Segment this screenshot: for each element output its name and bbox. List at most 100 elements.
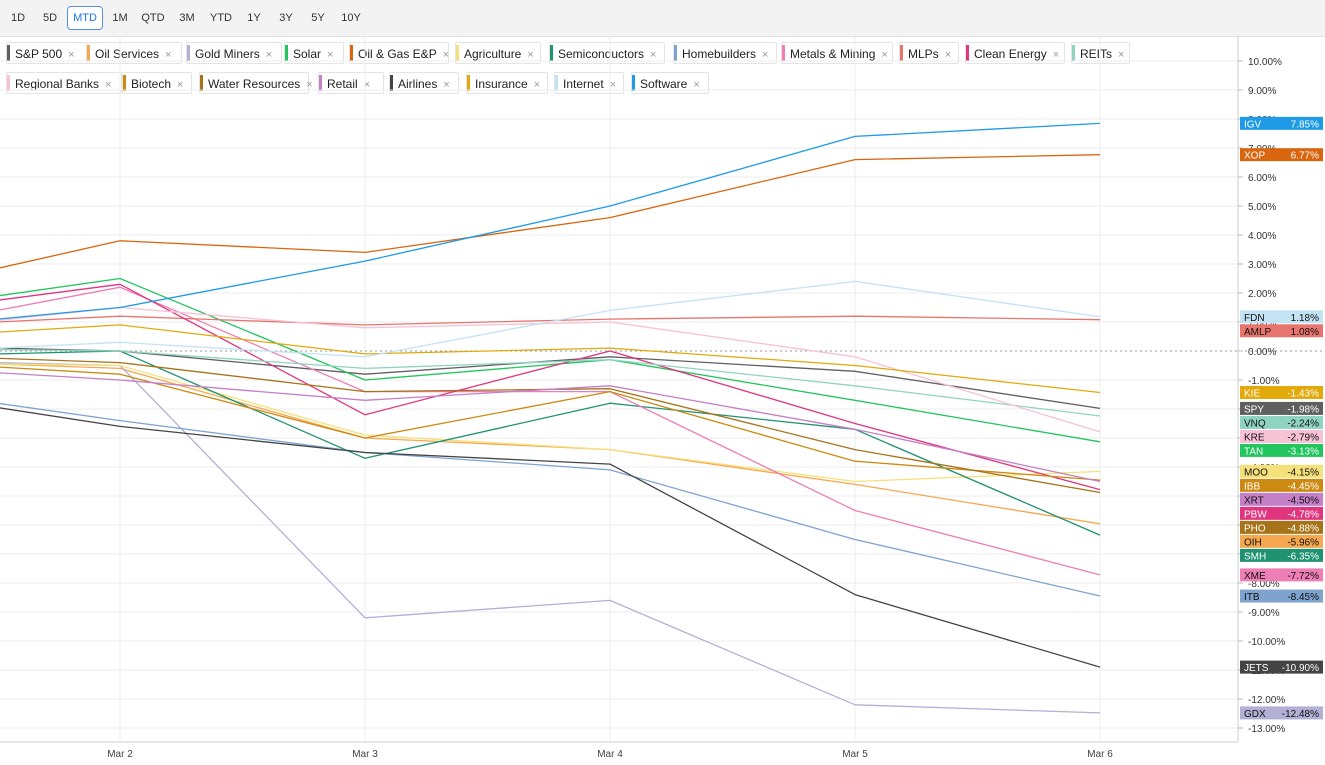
tag-value: 1.08% bbox=[1291, 327, 1319, 338]
gridlines bbox=[0, 36, 1238, 742]
legend-chip-gdx[interactable]: Gold Miners × bbox=[186, 42, 282, 64]
legend-chip-label: Oil Services bbox=[95, 47, 160, 61]
legend-chip-label: Solar bbox=[293, 47, 322, 61]
remove-series-icon[interactable]: × bbox=[527, 49, 534, 61]
legend-chip-tan[interactable]: Solar × bbox=[284, 42, 344, 64]
last-value-tag-igv: IGV 7.85% bbox=[1240, 116, 1323, 130]
range-button-5y[interactable]: 5Y bbox=[311, 12, 325, 24]
series-line-amlp[interactable] bbox=[0, 315, 1101, 328]
legend-chip-xme[interactable]: Metals & Mining × bbox=[781, 42, 893, 64]
series-line-kie[interactable] bbox=[0, 324, 1101, 394]
legend-color-swatch bbox=[7, 45, 10, 61]
legend-chip-itb[interactable]: Homebuilders × bbox=[673, 42, 777, 64]
legend-color-swatch bbox=[674, 45, 677, 61]
tag-ticker: ITB bbox=[1244, 592, 1260, 603]
last-value-tag-vnq: VNQ -2.24% bbox=[1240, 415, 1323, 429]
remove-series-icon[interactable]: × bbox=[1052, 49, 1060, 61]
range-button-10y[interactable]: 10Y bbox=[341, 12, 361, 24]
last-value-tag-pbw: PBW -4.78% bbox=[1240, 506, 1323, 520]
remove-series-icon[interactable]: × bbox=[68, 49, 75, 61]
remove-series-icon[interactable]: × bbox=[327, 49, 334, 61]
legend-chip-xrt[interactable]: Retail × bbox=[318, 72, 384, 94]
tag-background bbox=[1240, 478, 1323, 492]
legend-chip-kre[interactable]: Regional Banks × bbox=[6, 72, 122, 94]
legend-chip-igv[interactable]: Software × bbox=[631, 72, 709, 94]
remove-series-icon[interactable]: × bbox=[650, 49, 657, 61]
series-line-oih[interactable] bbox=[0, 360, 1101, 525]
series-line-gdx[interactable] bbox=[0, 360, 1101, 714]
remove-series-icon[interactable]: × bbox=[265, 49, 273, 61]
range-button-3y[interactable]: 3Y bbox=[279, 12, 293, 24]
remove-series-icon[interactable]: × bbox=[881, 49, 888, 61]
legend-chip-jets[interactable]: Airlines × bbox=[389, 72, 459, 94]
legend-chip-label: Airlines bbox=[398, 77, 438, 91]
y-tick-label: 4.00% bbox=[1248, 231, 1276, 242]
last-value-tag-amlp: AMLP 1.08% bbox=[1240, 324, 1323, 338]
range-button-qtd[interactable]: QTD bbox=[141, 12, 165, 24]
remove-series-icon[interactable]: × bbox=[944, 49, 952, 61]
legend-chip-oih[interactable]: Oil Services × bbox=[86, 42, 182, 64]
remove-series-icon[interactable]: × bbox=[442, 49, 450, 61]
legend-chip-spy[interactable]: S&P 500 × bbox=[6, 42, 90, 64]
range-button-1y[interactable]: 1Y bbox=[247, 12, 261, 24]
tag-ticker: FDN bbox=[1244, 313, 1265, 324]
tag-background bbox=[1240, 506, 1323, 520]
series-line-itb[interactable] bbox=[0, 386, 1101, 597]
remove-series-icon[interactable]: × bbox=[1118, 49, 1125, 61]
remove-series-icon[interactable]: × bbox=[533, 79, 541, 91]
remove-series-icon[interactable]: × bbox=[609, 79, 617, 91]
last-value-tag-moo: MOO -4.15% bbox=[1240, 464, 1323, 478]
series-line-xrt[interactable] bbox=[0, 366, 1101, 483]
series-line-pbw[interactable] bbox=[0, 283, 1101, 491]
legend-chip-amlp[interactable]: MLPs × bbox=[899, 42, 959, 64]
series-line-ibb[interactable] bbox=[0, 360, 1101, 481]
timeframe-toolbar: 1D 5D MTD 1M QTD 3M YTD 1Y 3Y 5Y 10Y bbox=[0, 0, 1325, 37]
remove-series-icon[interactable]: × bbox=[693, 79, 700, 91]
remove-series-icon[interactable]: × bbox=[762, 49, 769, 61]
series-line-vnq[interactable] bbox=[0, 348, 1101, 417]
series-line-xme[interactable] bbox=[0, 286, 1101, 576]
y-tick-label: 0.00% bbox=[1248, 347, 1276, 358]
series-line-pho[interactable] bbox=[0, 354, 1101, 494]
series-line-moo[interactable] bbox=[0, 363, 1101, 483]
series-line-tan[interactable] bbox=[0, 277, 1101, 443]
tag-ticker: GDX bbox=[1244, 709, 1266, 720]
x-tick-label: Mar 3 bbox=[352, 749, 378, 760]
legend-color-swatch bbox=[782, 45, 785, 61]
remove-series-icon[interactable]: × bbox=[363, 79, 371, 91]
y-tick-label: -8.00% bbox=[1248, 579, 1280, 590]
range-button-3m[interactable]: 3M bbox=[179, 12, 195, 24]
legend-chip-label: Clean Energy bbox=[974, 47, 1047, 61]
range-button-ytd[interactable]: YTD bbox=[210, 12, 232, 24]
legend-chip-kie[interactable]: Insurance × bbox=[466, 72, 548, 94]
legend-chip-ibb[interactable]: Biotech × bbox=[122, 72, 192, 94]
range-button-mtd[interactable]: MTD bbox=[67, 6, 103, 30]
range-button-1d[interactable]: 1D bbox=[10, 12, 26, 24]
remove-series-icon[interactable]: × bbox=[306, 79, 313, 91]
legend-chip-pbw[interactable]: Clean Energy × bbox=[965, 42, 1065, 64]
series-line-xop[interactable] bbox=[0, 154, 1101, 296]
series-line-jets[interactable] bbox=[0, 389, 1101, 668]
tag-ticker: XRT bbox=[1244, 495, 1264, 506]
legend-chip-pho[interactable]: Water Resources × bbox=[199, 72, 313, 94]
remove-series-icon[interactable]: × bbox=[105, 79, 112, 91]
legend-chip-xop[interactable]: Oil & Gas E&P × bbox=[349, 42, 449, 64]
range-button-5d[interactable]: 5D bbox=[42, 12, 58, 24]
series-line-igv[interactable] bbox=[0, 122, 1101, 330]
last-value-tag-spy: SPY -1.98% bbox=[1240, 401, 1323, 415]
remove-series-icon[interactable]: × bbox=[165, 49, 172, 61]
legend-chip-moo[interactable]: Agriculture × bbox=[455, 42, 541, 64]
remove-series-icon[interactable]: × bbox=[177, 79, 184, 91]
tag-background bbox=[1240, 415, 1323, 429]
legend-chip-smh[interactable]: Semiconductors × bbox=[549, 42, 665, 64]
legend-chip-fdn[interactable]: Internet × bbox=[554, 72, 624, 94]
legend-color-swatch bbox=[456, 45, 459, 61]
range-button-1m[interactable]: 1M bbox=[112, 12, 128, 24]
y-tick-label: 9.00% bbox=[1248, 86, 1276, 97]
series-line-smh[interactable] bbox=[0, 350, 1101, 536]
legend-chip-label: Retail bbox=[327, 77, 358, 91]
tag-value: -12.48% bbox=[1282, 709, 1319, 720]
remove-series-icon[interactable]: × bbox=[443, 79, 450, 91]
series-line-fdn[interactable] bbox=[0, 280, 1101, 358]
legend-color-swatch bbox=[7, 75, 10, 91]
